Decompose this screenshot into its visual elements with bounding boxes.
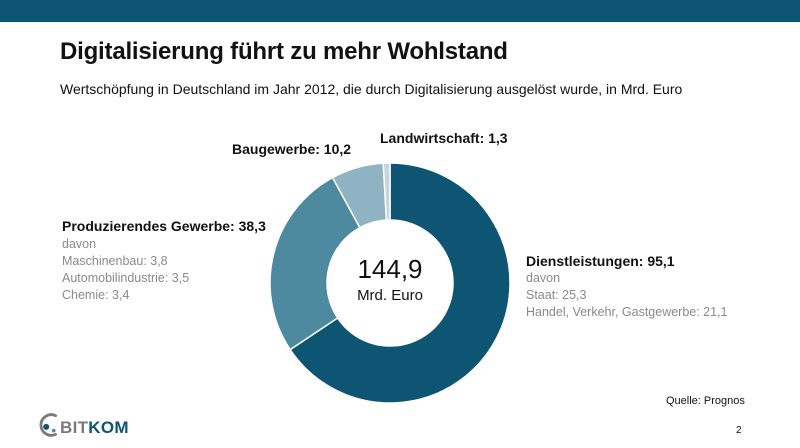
label-baugewerbe: Baugewerbe: 10,2 (232, 141, 352, 157)
detail-line: Maschinenbau: 3,8 (62, 254, 168, 268)
header-bar (0, 0, 800, 22)
chart-total: 144,9 (357, 254, 423, 284)
details-produzierendes-gewerbe: davon Maschinenbau: 3,8 Automobilindustr… (62, 236, 189, 304)
label-produzierendes-gewerbe: Produzierendes Gewerbe: 38,3 (62, 218, 266, 234)
bitkom-logo-text: BITKOM (60, 418, 129, 438)
detail-line: davon (62, 237, 97, 251)
logo-part-bit: BIT (60, 418, 89, 437)
label-landwirtschaft: Landwirtschaft: 1,3 (380, 130, 508, 146)
label-dienstleistungen: Dienstleistungen: 95,1 (526, 253, 675, 269)
source-note: Quelle: Prognos (666, 395, 745, 407)
bitkom-logo-icon (39, 413, 57, 437)
details-dienstleistungen: davon Staat: 25,3 Handel, Verkehr, Gastg… (526, 270, 728, 321)
detail-line: davon (526, 271, 561, 285)
detail-line: Handel, Verkehr, Gastgewerbe: 21,1 (526, 305, 728, 319)
donut-hole (327, 220, 453, 346)
detail-line: Automobilindustrie: 3,5 (62, 271, 190, 285)
detail-line: Chemie: 3,4 (62, 288, 130, 302)
page-subtitle: Wertschöpfung in Deutschland im Jahr 201… (60, 81, 683, 97)
page-number: 2 (736, 425, 742, 436)
logo-part-kom: KOM (88, 418, 129, 437)
chart-total-unit: Mrd. Euro (357, 287, 423, 304)
page-title: Digitalisierung führt zu mehr Wohlstand (60, 38, 508, 65)
detail-line: Staat: 25,3 (526, 288, 587, 302)
